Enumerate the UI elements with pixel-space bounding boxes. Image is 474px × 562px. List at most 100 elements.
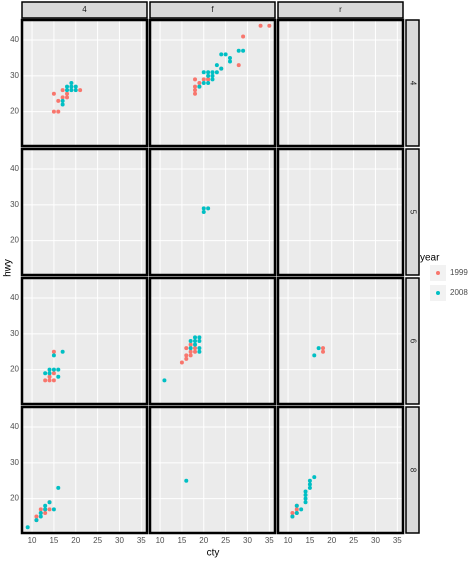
point <box>307 485 312 490</box>
panel-background <box>278 407 403 533</box>
x-axis-label: cty <box>207 548 220 559</box>
point <box>47 500 52 505</box>
point <box>241 48 246 53</box>
x-tick-label: 25 <box>349 536 358 545</box>
strip-label: 8 <box>408 468 417 473</box>
point <box>214 63 219 68</box>
x-tick-label: 10 <box>28 536 37 545</box>
x-tick-label: 30 <box>371 536 380 545</box>
point <box>51 91 56 96</box>
y-tick-label: 20 <box>10 494 19 503</box>
y-tick-label: 40 <box>10 293 19 302</box>
panel-border <box>20 276 149 406</box>
point <box>51 507 56 512</box>
point <box>51 353 56 358</box>
point <box>197 81 202 85</box>
point <box>197 84 202 89</box>
point <box>303 489 308 494</box>
panel-border <box>276 18 405 148</box>
point <box>193 88 198 93</box>
point <box>38 514 43 519</box>
panel-background <box>22 278 147 404</box>
point <box>193 84 198 89</box>
point <box>56 374 61 379</box>
point <box>38 507 43 512</box>
point <box>51 349 56 354</box>
strip <box>405 406 420 534</box>
strip <box>149 1 276 19</box>
point <box>307 478 312 483</box>
point <box>47 507 52 512</box>
point <box>197 339 202 343</box>
point <box>69 84 74 89</box>
legend-title: year <box>420 253 440 264</box>
point <box>201 210 206 214</box>
point <box>303 496 308 501</box>
point <box>56 485 61 490</box>
point <box>56 367 61 372</box>
x-tick-label: 15 <box>305 536 314 545</box>
panel-border <box>20 405 149 535</box>
panel-border <box>148 147 277 277</box>
x-tick-label: 30 <box>243 536 252 545</box>
point <box>184 346 189 351</box>
y-axis-label: hwy <box>3 259 14 277</box>
point <box>267 23 272 28</box>
y-tick-label: 20 <box>10 107 19 116</box>
point <box>210 77 215 82</box>
strip-label: 4 <box>408 81 417 86</box>
point <box>307 482 312 487</box>
panel-background <box>150 278 275 404</box>
point <box>47 378 52 383</box>
y-tick-label: 30 <box>10 200 19 209</box>
x-tick-label: 25 <box>221 536 230 545</box>
panel-border <box>20 147 149 277</box>
strip <box>21 1 148 19</box>
point <box>184 353 189 358</box>
point <box>43 510 48 515</box>
point <box>210 73 215 78</box>
point <box>179 360 184 365</box>
panel-background <box>22 149 147 275</box>
point <box>193 339 198 343</box>
strip <box>405 148 420 276</box>
point <box>227 59 232 64</box>
point <box>193 346 198 351</box>
point <box>43 378 48 383</box>
point <box>290 514 295 519</box>
y-tick-label: 30 <box>10 71 19 80</box>
strip <box>405 277 420 405</box>
point <box>290 510 295 515</box>
point <box>51 109 56 114</box>
strip-label: f <box>211 5 214 14</box>
legend-label: 2008 <box>450 288 468 297</box>
point <box>188 342 193 347</box>
panel-border <box>276 276 405 406</box>
point <box>193 349 198 354</box>
y-tick-label: 30 <box>10 329 19 338</box>
point <box>201 81 206 85</box>
point <box>241 34 246 39</box>
x-tick-label: 15 <box>177 536 186 545</box>
panel-border <box>148 18 277 148</box>
legend-marker <box>436 291 440 295</box>
x-tick-label: 15 <box>49 536 58 545</box>
point <box>197 335 202 340</box>
point <box>188 353 193 358</box>
panel-background <box>150 20 275 146</box>
point <box>43 371 48 376</box>
point <box>201 70 206 75</box>
point <box>206 81 211 85</box>
point <box>56 98 61 103</box>
point <box>188 339 193 343</box>
panel-border <box>148 405 277 535</box>
x-tick-label: 20 <box>71 536 80 545</box>
point <box>210 70 215 75</box>
point <box>51 371 56 376</box>
point <box>206 77 211 82</box>
point <box>43 507 48 512</box>
panel-border <box>148 276 277 406</box>
point <box>258 23 263 28</box>
point <box>236 48 241 53</box>
panel-background <box>278 149 403 275</box>
